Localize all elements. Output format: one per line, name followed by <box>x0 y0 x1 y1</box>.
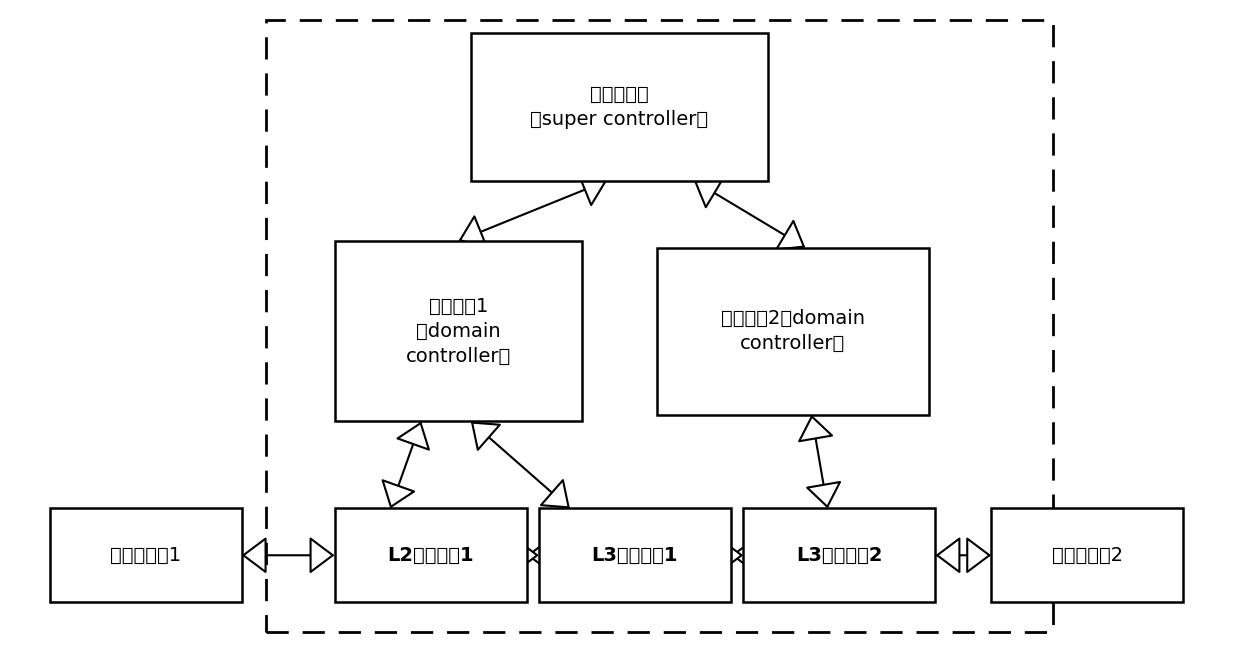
FancyArrowPatch shape <box>243 539 333 572</box>
Bar <box>657 248 929 415</box>
Bar <box>335 241 582 421</box>
Text: 超级控制器
（super controller）: 超级控制器 （super controller） <box>530 85 709 129</box>
Bar <box>50 508 242 602</box>
Text: L3转发设备1: L3转发设备1 <box>592 546 678 565</box>
FancyArrowPatch shape <box>720 539 755 572</box>
Text: 域控制器1
（domain
controller）: 域控制器1 （domain controller） <box>406 296 510 366</box>
Bar <box>266 20 1053 632</box>
FancyArrowPatch shape <box>383 423 429 507</box>
FancyArrowPatch shape <box>695 179 804 250</box>
Text: L2转发设备1: L2转发设备1 <box>388 546 473 565</box>
Bar <box>539 508 731 602</box>
Bar <box>471 33 768 181</box>
FancyArrowPatch shape <box>472 423 569 507</box>
Text: 路由器设备2: 路由器设备2 <box>1052 546 1123 565</box>
Text: 域控制器2（domain
controller）: 域控制器2（domain controller） <box>721 309 865 353</box>
Bar <box>991 508 1183 602</box>
Text: L3转发设备2: L3转发设备2 <box>797 546 882 565</box>
FancyArrowPatch shape <box>515 539 550 572</box>
FancyArrowPatch shape <box>460 174 606 248</box>
Bar <box>335 508 527 602</box>
Bar <box>743 508 935 602</box>
Text: 路由器设备1: 路由器设备1 <box>110 546 181 565</box>
FancyArrowPatch shape <box>799 417 840 506</box>
FancyArrowPatch shape <box>937 539 990 572</box>
